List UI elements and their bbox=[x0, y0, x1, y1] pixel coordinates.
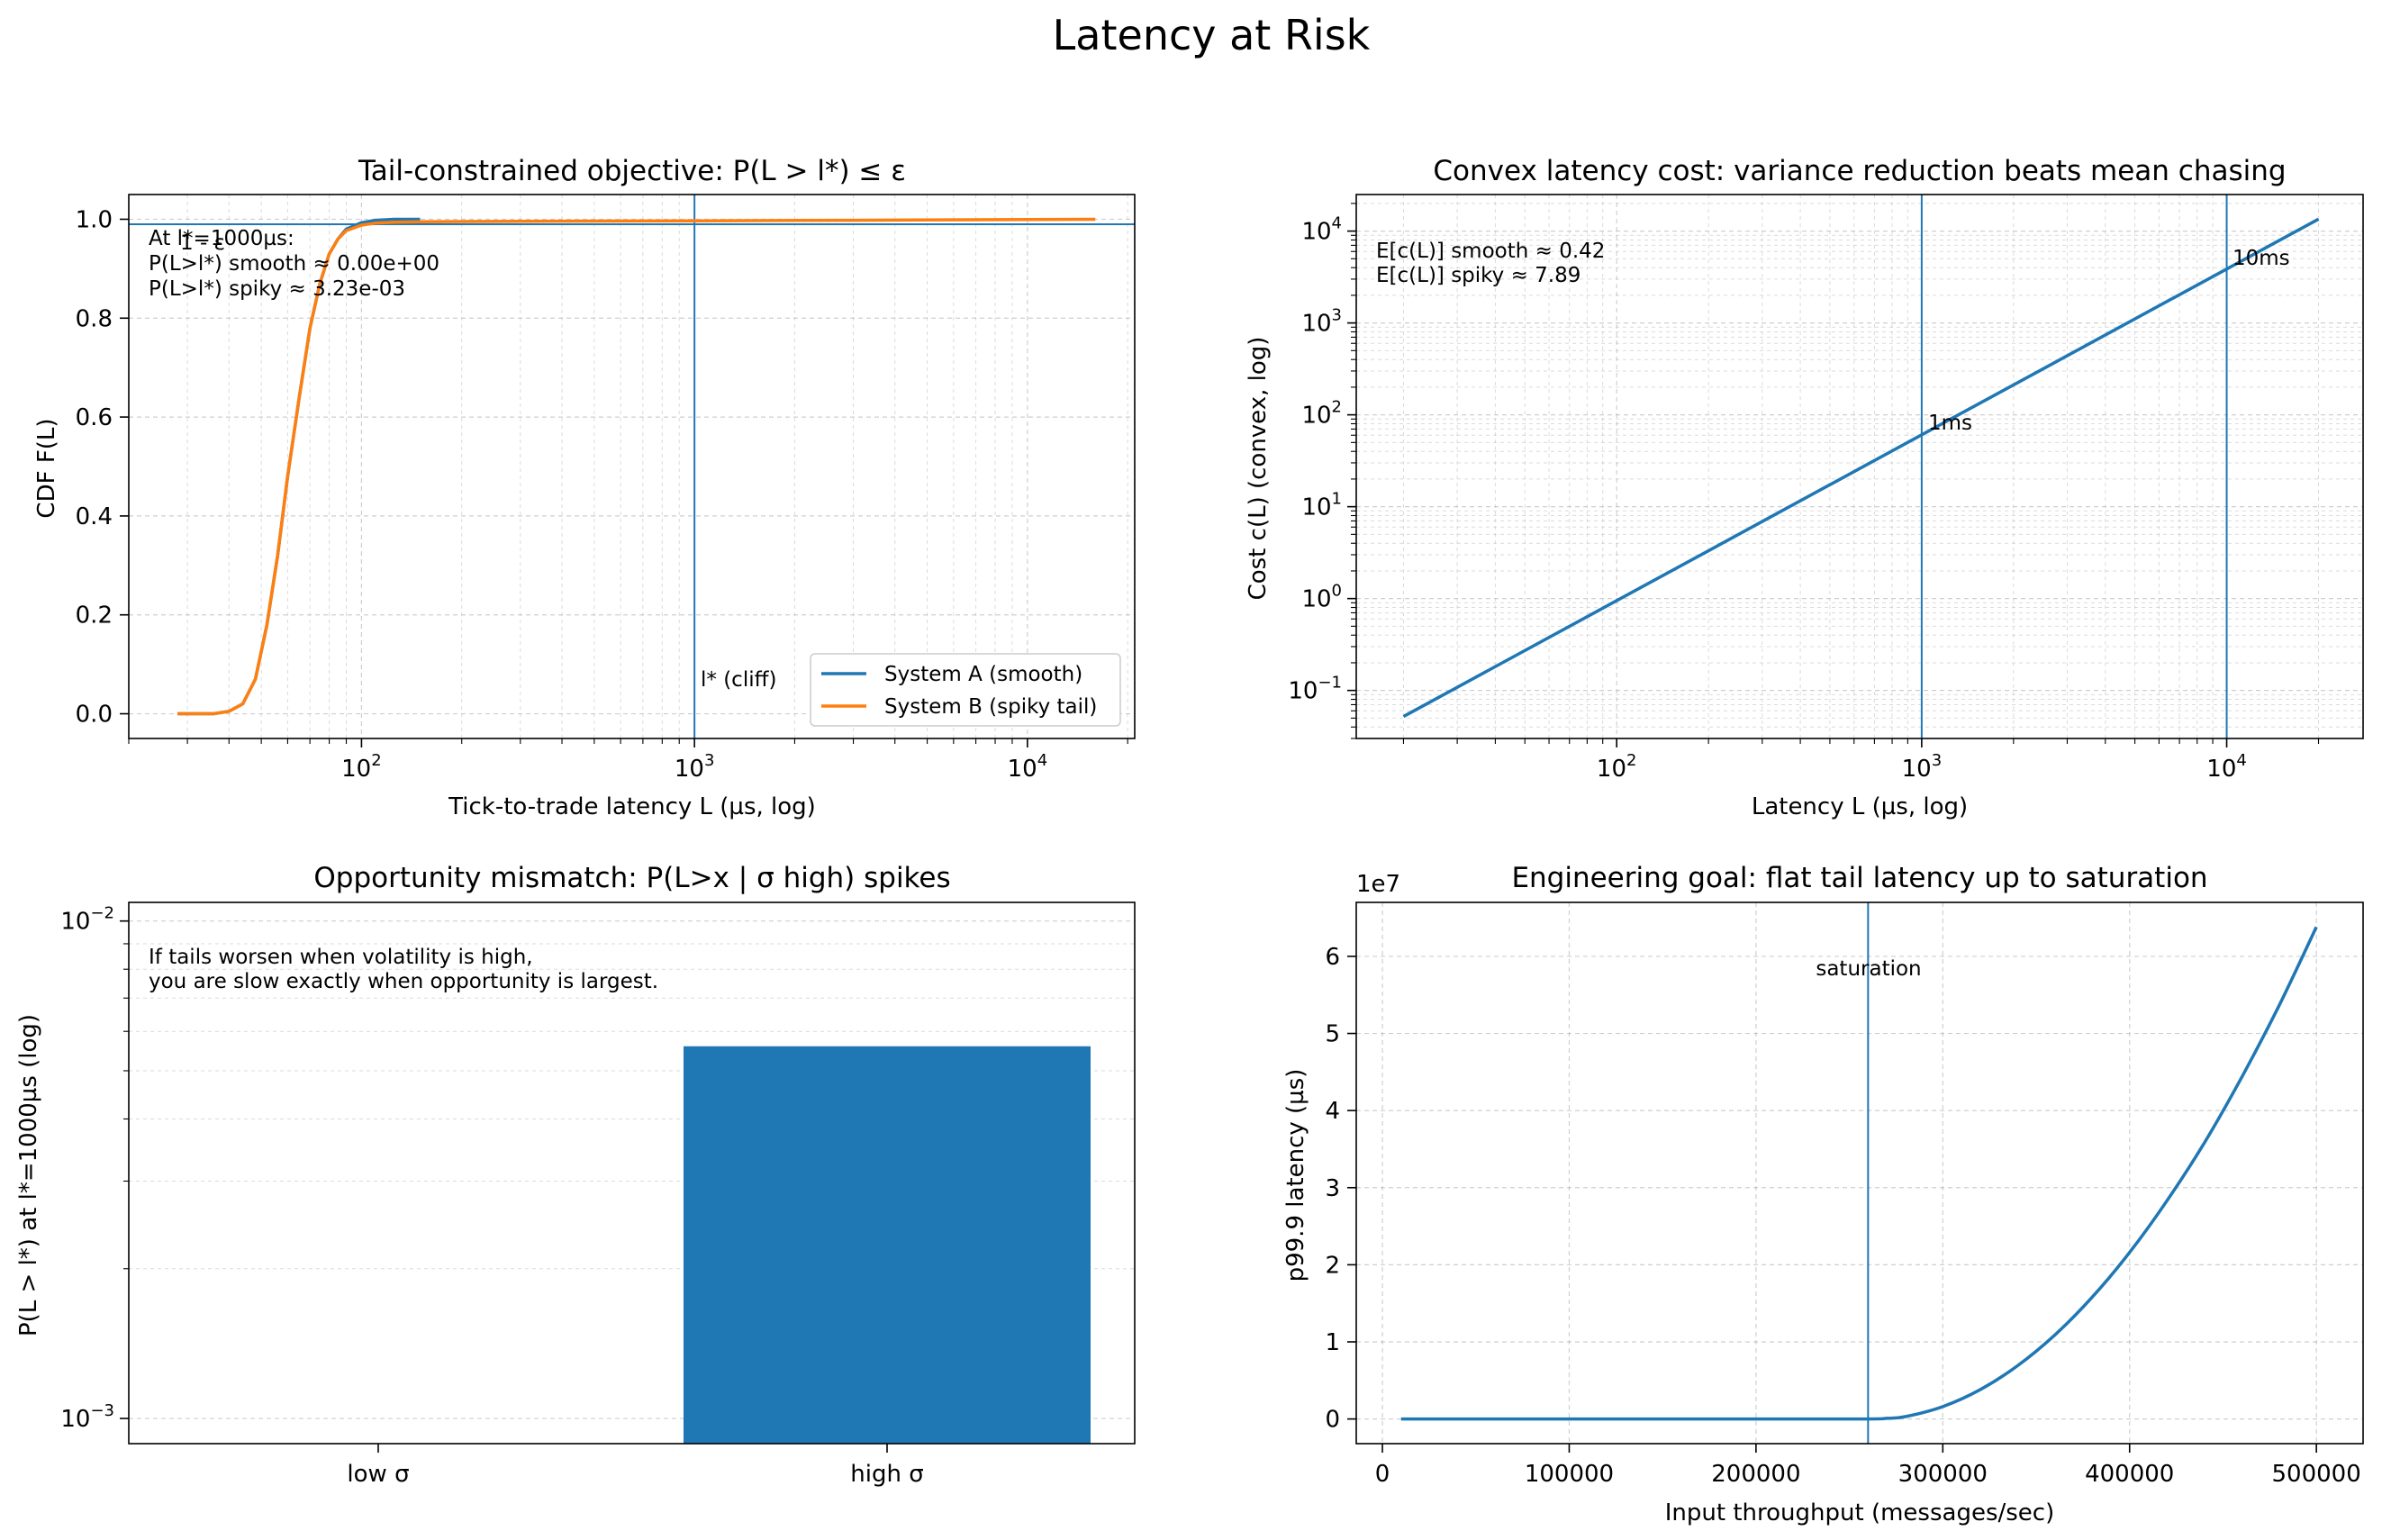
bar-high-sigma bbox=[684, 1046, 1091, 1444]
x-tick-label: 200000 bbox=[1711, 1461, 1800, 1488]
panel-cdf-xlabel: Tick-to-trade latency L (µs, log) bbox=[448, 793, 816, 820]
panel-cdf-annotation-line-3: P(L>l*) spiky ≈ 3.23e-03 bbox=[149, 277, 405, 301]
panel-cdf-annotation-line-1: At l*=1000µs: bbox=[149, 227, 294, 250]
panel-cost-title: Convex latency cost: variance reduction … bbox=[1433, 155, 2286, 187]
panel-cdf-axes-frame bbox=[128, 194, 1136, 739]
panel-mismatch-axes-frame bbox=[128, 901, 1136, 1445]
panel-mismatch: Opportunity mismatch: P(L>x | σ high) sp… bbox=[15, 862, 1136, 1488]
x-tick-label: high σ bbox=[850, 1461, 923, 1488]
y-tick-label: 0.8 bbox=[76, 305, 113, 332]
x-tick-label: 300000 bbox=[1898, 1461, 1988, 1488]
x-tick-label: 102 bbox=[341, 751, 382, 783]
panel-cost: Convex latency cost: variance reduction … bbox=[1245, 155, 2364, 820]
panel-mismatch-title: Opportunity mismatch: P(L>x | σ high) sp… bbox=[313, 862, 950, 894]
x-tick-label: 0 bbox=[1375, 1461, 1390, 1488]
panel-cost-axes-frame bbox=[1355, 194, 2364, 739]
panel-cdf-legend: System A (smooth) System B (spiky tail) bbox=[810, 653, 1121, 727]
panel-cdf-hline-label: 1 - ε bbox=[180, 231, 225, 255]
y-tick-label: 2 bbox=[1325, 1252, 1340, 1279]
panel-cost-ylabel: Cost c(L) (convex, log) bbox=[1245, 337, 1272, 601]
panel-throughput-offset-label: 1e7 bbox=[1356, 871, 1400, 898]
y-tick-label: 10−3 bbox=[60, 1401, 114, 1433]
panel-mismatch-annotation-line-2: you are slow exactly when opportunity is… bbox=[149, 970, 658, 993]
y-tick-label: 1.0 bbox=[76, 206, 113, 233]
panel-cdf-ylabel: CDF F(L) bbox=[33, 418, 60, 518]
panel-throughput-axes-frame bbox=[1355, 901, 2364, 1445]
y-tick-label: 10−2 bbox=[60, 904, 114, 936]
y-tick-label: 0.4 bbox=[76, 503, 113, 530]
x-tick-label: 500000 bbox=[2272, 1461, 2361, 1488]
x-tick-label: 104 bbox=[2206, 751, 2247, 783]
y-tick-label: 0.0 bbox=[76, 702, 113, 729]
x-tick-label: 103 bbox=[1902, 751, 1943, 783]
panel-throughput: Engineering goal: flat tail latency up t… bbox=[1282, 862, 2364, 1526]
panel-throughput-title: Engineering goal: flat tail latency up t… bbox=[1511, 862, 2207, 894]
x-tick-label: 102 bbox=[1597, 751, 1637, 783]
x-tick-label: 100000 bbox=[1525, 1461, 1614, 1488]
y-tick-label: 3 bbox=[1325, 1175, 1340, 1202]
panel-mismatch-ylabel: P(L > l*) at l*=1000µs (log) bbox=[15, 1014, 42, 1336]
y-tick-label: 5 bbox=[1325, 1021, 1340, 1048]
panel-mismatch-annotation-line-1: If tails worsen when volatility is high, bbox=[149, 946, 533, 969]
series-cost bbox=[1402, 217, 2320, 719]
x-tick-label: 103 bbox=[675, 751, 715, 783]
legend-label-system-b: System B (spiky tail) bbox=[884, 695, 1097, 719]
panel-cdf-title: Tail-constrained objective: P(L > l*) ≤ … bbox=[358, 155, 906, 187]
panel-cost-xlabel: Latency L (µs, log) bbox=[1752, 793, 1968, 820]
y-tick-label: 104 bbox=[1301, 214, 1342, 246]
panel-cdf-annotation-line-2: P(L>l*) smooth ≈ 0.00e+00 bbox=[149, 252, 439, 276]
legend-label-system-a: System A (smooth) bbox=[884, 663, 1082, 686]
x-tick-label: 104 bbox=[1008, 751, 1048, 783]
y-tick-label: 0.2 bbox=[76, 602, 113, 630]
x-tick-label: low σ bbox=[347, 1461, 409, 1488]
panel-throughput-xlabel: Input throughput (messages/sec) bbox=[1665, 1499, 2054, 1526]
y-tick-label: 0.6 bbox=[76, 404, 113, 431]
panel-cost-vline-label-1ms: 1ms bbox=[1928, 412, 1972, 435]
figure-title: Latency at Risk bbox=[1053, 11, 1371, 59]
y-tick-label: 101 bbox=[1301, 490, 1342, 521]
panel-cost-annotation-line-1: E[c(L)] smooth ≈ 0.42 bbox=[1376, 240, 1605, 263]
y-tick-label: 10−1 bbox=[1288, 674, 1342, 705]
y-tick-label: 6 bbox=[1325, 944, 1340, 971]
y-tick-label: 100 bbox=[1301, 582, 1342, 613]
y-tick-label: 0 bbox=[1325, 1407, 1340, 1434]
panel-cdf-vline-label: l* (cliff) bbox=[701, 668, 776, 692]
y-tick-label: 102 bbox=[1301, 398, 1342, 430]
y-tick-label: 1 bbox=[1325, 1329, 1340, 1356]
x-tick-label: 400000 bbox=[2085, 1461, 2174, 1488]
y-tick-label: 4 bbox=[1325, 1098, 1340, 1125]
y-tick-label: 103 bbox=[1301, 306, 1342, 338]
panel-cost-annotation-line-2: E[c(L)] spiky ≈ 7.89 bbox=[1376, 264, 1580, 287]
panel-cdf: Tail-constrained objective: P(L > l*) ≤ … bbox=[33, 155, 1136, 820]
panel-throughput-ylabel: p99.9 latency (µs) bbox=[1282, 1069, 1309, 1282]
series-p999 bbox=[1400, 926, 2318, 1421]
series-system-b bbox=[177, 217, 1096, 716]
panel-cost-vline-label-10ms: 10ms bbox=[2233, 247, 2290, 270]
panel-throughput-vline-label: saturation bbox=[1816, 957, 1921, 981]
